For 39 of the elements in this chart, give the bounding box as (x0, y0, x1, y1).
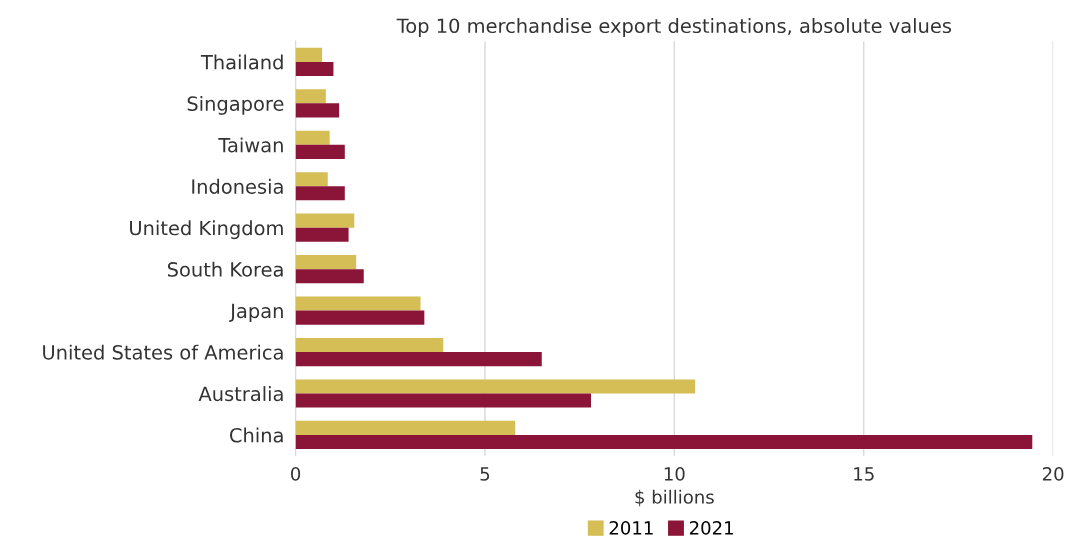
bar (295, 255, 357, 270)
bar (295, 352, 542, 367)
bar (295, 213, 355, 228)
bar (295, 144, 345, 159)
y-tick-label: Singapore (187, 95, 284, 115)
y-tick-label: Indonesia (192, 178, 283, 194)
x-tick-label: 0 (291, 467, 301, 481)
bar (295, 227, 349, 242)
y-tick-label: Japan (229, 303, 283, 323)
x-tick-label: 5 (480, 467, 490, 481)
bar (295, 89, 326, 104)
x-tick-label: 15 (854, 467, 874, 481)
bar (295, 186, 345, 201)
bar (295, 61, 334, 76)
y-tick-label: Taiwan (218, 137, 283, 153)
x-axis-title: $ billions (635, 489, 714, 507)
bar (295, 420, 516, 435)
y-tick-label: United States of America (43, 344, 283, 360)
x-tick-label: 20 (1042, 467, 1064, 481)
chart-title: Top 10 merchandise export destinations, absolute values (396, 18, 952, 37)
bar (295, 269, 364, 284)
y-tick-label: Australia (198, 386, 283, 402)
legend-label: 2011 (609, 521, 653, 535)
legend-label: 2021 (689, 521, 733, 535)
bar (295, 130, 330, 145)
bar (295, 103, 340, 118)
bar (295, 337, 444, 353)
bar (295, 47, 323, 62)
bar (295, 296, 421, 311)
bar (295, 379, 696, 394)
bar (295, 172, 328, 187)
bar (295, 393, 592, 408)
x-tick-label: 10 (664, 467, 685, 481)
bar (295, 434, 1033, 450)
bar (295, 310, 425, 325)
y-tick-label: South Korea (167, 261, 283, 277)
y-tick-label: China (230, 427, 283, 443)
y-tick-label: Thailand (200, 54, 283, 70)
y-tick-label: United Kingdom (130, 220, 283, 240)
